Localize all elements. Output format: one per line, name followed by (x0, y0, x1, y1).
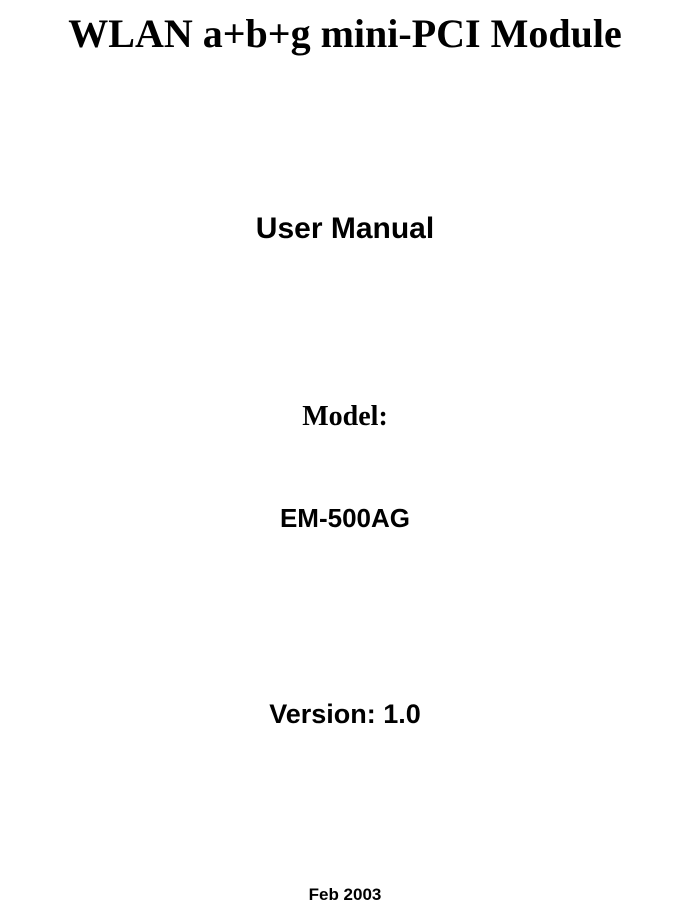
version-text: Version: 1.0 (20, 699, 670, 730)
document-subtitle: User Manual (20, 212, 670, 246)
document-page: WLAN a+b+g mini-PCI Module User Manual M… (0, 0, 690, 920)
model-label: Model: (20, 401, 670, 433)
date-text: Feb 2003 (20, 885, 670, 905)
model-value: EM-500AG (20, 503, 670, 534)
page-title: WLAN a+b+g mini-PCI Module (20, 0, 670, 57)
